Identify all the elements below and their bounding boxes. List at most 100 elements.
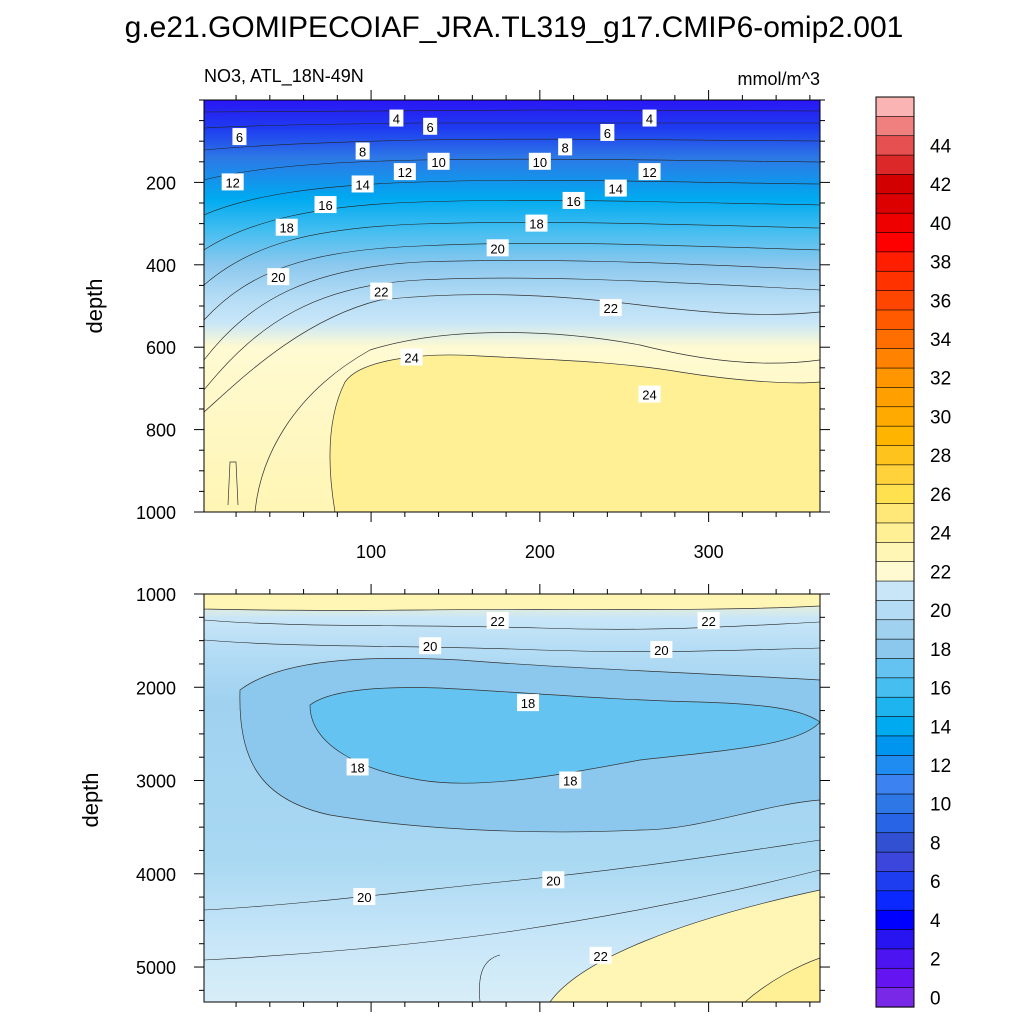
svg-text:20: 20 [490, 241, 504, 256]
colorbar-bin [875, 851, 915, 873]
svg-text:16: 16 [318, 198, 332, 213]
colorbar-bin [875, 348, 915, 369]
colorbar-bin [875, 135, 915, 156]
upper-small-feature [227, 461, 239, 506]
colorbar-bin [875, 154, 915, 176]
colorbar-label: 42 [930, 175, 951, 196]
svg-text:22: 22 [374, 285, 388, 300]
y-tick-label: 5000 [136, 958, 176, 978]
colorbar-bin [875, 503, 915, 524]
svg-text:18: 18 [521, 696, 535, 711]
contour-label: 4 [642, 109, 657, 127]
colorbar-label: 40 [930, 214, 951, 235]
contour-label: 18 [346, 758, 369, 776]
lower-contour-labels: 22 22 20 20 18 18 18 20 20 22 [346, 612, 720, 964]
colorbar-label: 14 [930, 717, 952, 738]
contour-label: 18 [517, 694, 540, 712]
contour-label: 18 [559, 771, 582, 789]
colorbar-bin [875, 290, 915, 311]
contour-label: 22 [486, 612, 509, 630]
colorbar-bin [875, 948, 915, 969]
y-tick-label: 1000 [136, 503, 176, 523]
y-tick-label: 600 [146, 338, 176, 358]
upper-core-24 [329, 354, 820, 512]
upper-contour-22 [204, 294, 820, 413]
svg-text:4: 4 [646, 112, 653, 127]
colorbar-label: 34 [930, 330, 952, 351]
lower-frame [203, 593, 821, 1003]
colorbar-bin [875, 96, 915, 117]
colorbar-label: 22 [930, 562, 951, 583]
contour-label: 10 [427, 152, 450, 170]
svg-text:20: 20 [423, 639, 437, 654]
contour-label: 18 [525, 214, 548, 232]
contour-label: 22 [370, 282, 393, 300]
contour-label: 16 [314, 196, 337, 214]
colorbar-bin [875, 716, 915, 737]
svg-text:22: 22 [701, 614, 715, 629]
colorbar-bin [875, 425, 915, 447]
contour-label: 20 [419, 637, 442, 655]
colorbar-label: 0 [930, 988, 941, 1009]
colorbar-label: 28 [930, 446, 951, 467]
upper-contour-labels: 4 6 4 6 6 8 8 10 10 12 12 12 14 14 16 16 18 18 20 20 22 22 24 2… [221, 109, 661, 403]
colorbar-bin [875, 967, 915, 989]
colorbar-bin [875, 542, 915, 563]
contour-label: 6 [232, 128, 247, 146]
svg-text:24: 24 [642, 388, 656, 403]
colorbar-bin [875, 270, 915, 292]
contour-label: 16 [562, 191, 585, 209]
lower-y-axis-title: depth [78, 772, 103, 827]
y-tick-label: 4000 [136, 865, 176, 885]
colorbar-bin [875, 116, 915, 137]
colorbar-bin [875, 522, 915, 543]
upper-y-axis-title: depth [82, 278, 107, 333]
svg-text:18: 18 [529, 217, 543, 232]
colorbar-bin [875, 174, 915, 195]
colorbar-label: 30 [930, 407, 951, 428]
colorbar-label: 12 [930, 756, 951, 777]
upper-axes: 100 200 300 200 400 600 800 1000 [136, 90, 830, 562]
colorbar-bin [875, 793, 915, 814]
contour-label: 18 [275, 218, 298, 236]
colorbar-label: 24 [930, 524, 952, 545]
colorbar-bin [875, 251, 915, 272]
colorbar-bin [875, 638, 915, 660]
contour-label: 24 [400, 348, 423, 366]
colorbar-label: 38 [930, 253, 951, 274]
svg-text:12: 12 [398, 165, 412, 180]
contour-label: 14 [604, 179, 627, 197]
colorbar-label: 18 [930, 640, 951, 661]
colorbar-bin [875, 232, 915, 253]
colorbar-bin [875, 406, 915, 427]
upper-contour-24 [254, 332, 820, 512]
contour-label: 10 [528, 152, 551, 170]
svg-text:6: 6 [604, 126, 611, 141]
colorbar-bin [875, 387, 915, 408]
colorbar-bin [875, 464, 915, 485]
upper-plot-area [204, 100, 820, 512]
y-tick-label: 2000 [136, 678, 176, 698]
lower-axes: 1000 2000 3000 4000 5000 [136, 584, 830, 1012]
colorbar-bin [875, 813, 915, 834]
colorbar-bin [875, 677, 915, 698]
contour-label: 14 [351, 175, 374, 193]
svg-text:22: 22 [603, 301, 617, 316]
colorbar-frame [875, 96, 915, 1008]
svg-text:10: 10 [533, 155, 547, 170]
svg-text:14: 14 [355, 177, 369, 192]
contour-label: 6 [600, 123, 615, 141]
colorbar-bin [875, 309, 915, 330]
colorbar-bin [875, 367, 915, 389]
contour-label: 22 [589, 946, 612, 964]
units-label: mmol/m^3 [738, 69, 820, 89]
contour-label: 20 [486, 239, 509, 257]
colorbar-bin [875, 561, 915, 582]
x-tick-label: 100 [356, 542, 386, 562]
colorbar-bin [875, 445, 915, 466]
chart-title: g.e21.GOMIPECOIAF_JRA.TL319_g17.CMIP6-om… [125, 11, 904, 44]
svg-text:6: 6 [236, 130, 243, 145]
contour-label: 22 [599, 299, 622, 317]
colorbar-label: 4 [930, 911, 941, 932]
colorbar-label: 8 [930, 833, 941, 854]
